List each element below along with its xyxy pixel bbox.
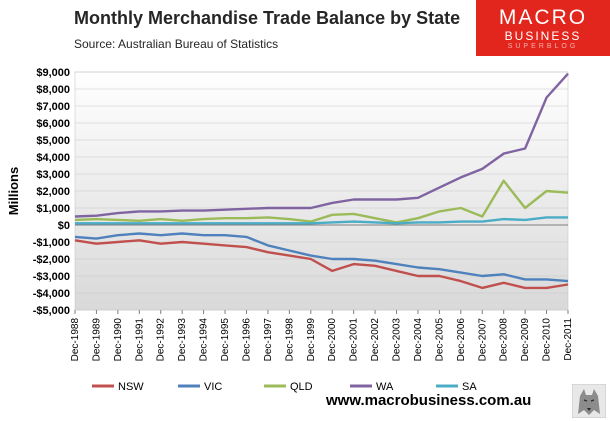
logo-line-3: SUPERBLOG <box>507 43 579 50</box>
legend-label-qld: QLD <box>290 381 313 393</box>
x-tick-label: Dec-2002 <box>370 318 381 362</box>
y-axis-ticks: $9,000 $8,000 $7,000 $6,000 $5,000 $4,000 $3,0… <box>33 67 70 317</box>
x-tick-label: Dec-2010 <box>542 318 553 362</box>
x-tick-label: Dec-2007 <box>477 318 488 362</box>
x-tick-label: Dec-2005 <box>434 318 445 362</box>
chart-source: Source: Australian Bureau of Statistics <box>74 37 279 51</box>
y-tick-label: $2,000 <box>36 186 70 198</box>
x-tick-label: Dec-1999 <box>306 318 317 362</box>
x-tick-label: Dec-1998 <box>284 318 295 362</box>
x-tick-label: Dec-2000 <box>327 318 338 362</box>
legend-label-vic: VIC <box>204 381 222 393</box>
legend-label-sa: SA <box>462 381 477 393</box>
x-tick-label: Dec-1995 <box>220 318 231 362</box>
series-line-wa <box>74 72 569 218</box>
website-url: www.macrobusiness.com.au <box>326 392 532 409</box>
x-tick-label: Dec-1994 <box>199 318 210 362</box>
x-tick-label: Dec-2003 <box>392 318 403 362</box>
series-line-sa <box>75 216 568 225</box>
series-line-qld <box>74 179 569 224</box>
x-tick-label: Dec-2011 <box>563 318 574 361</box>
x-tick-label: Dec-2001 <box>349 318 360 362</box>
y-axis-label: Millions <box>6 167 21 215</box>
y-tick-label: $4,000 <box>36 152 70 164</box>
y-tick-label: $3,000 <box>36 169 70 181</box>
y-tick-label: -$4,000 <box>33 288 70 300</box>
logo-line-2: BUSINESS <box>504 29 582 43</box>
x-tick-label: Dec-2008 <box>499 318 510 362</box>
x-axis-ticks: Dec-1988 Dec-1989 Dec-1990 Dec-1991 Dec-1992… <box>70 310 574 361</box>
y-tick-label: -$2,000 <box>33 254 70 266</box>
legend-label-nsw: NSW <box>118 381 144 393</box>
y-tick-label: -$5,000 <box>33 305 70 317</box>
x-tick-label: Dec-1991 <box>134 318 145 362</box>
x-tick-label: Dec-1993 <box>177 318 188 362</box>
x-tick-label: Dec-1992 <box>156 318 167 362</box>
x-tick-label: Dec-2006 <box>456 318 467 362</box>
chart-title: Monthly Merchandise Trade Balance by Sta… <box>74 8 461 28</box>
macrobusiness-logo: MACRO BUSINESS SUPERBLOG <box>476 0 610 56</box>
y-tick-label: $0 <box>58 220 70 232</box>
y-tick-label: -$3,000 <box>33 271 70 283</box>
x-tick-label: Dec-2009 <box>520 318 531 362</box>
x-tick-label: Dec-1996 <box>241 318 252 362</box>
legend-label-wa: WA <box>376 381 394 393</box>
x-tick-label: Dec-1997 <box>263 318 274 362</box>
legend: NSW VIC QLD WA SA <box>92 381 477 393</box>
x-tick-label: Dec-1988 <box>70 318 81 362</box>
y-tick-label: $6,000 <box>36 118 70 130</box>
y-tick-label: $9,000 <box>36 67 70 79</box>
y-tick-label: $8,000 <box>36 84 70 96</box>
series-line-nsw <box>74 239 569 290</box>
x-tick-label: Dec-2004 <box>413 318 424 362</box>
series-lines <box>74 72 569 290</box>
logo-line-1: MACRO <box>498 6 588 29</box>
y-tick-label: -$1,000 <box>33 237 70 249</box>
y-tick-label: $1,000 <box>36 203 70 215</box>
wolf-icon <box>572 384 606 418</box>
x-tick-label: Dec-1989 <box>91 318 102 362</box>
y-tick-label: $7,000 <box>36 101 70 113</box>
x-tick-label: Dec-1990 <box>113 318 124 362</box>
series-line-vic <box>74 232 569 283</box>
y-tick-label: $5,000 <box>36 135 70 147</box>
